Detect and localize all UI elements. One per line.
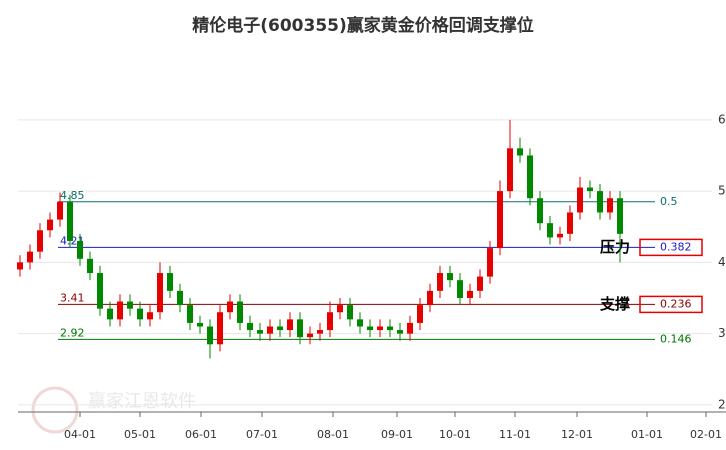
candle-body [437, 273, 443, 291]
watermark-logo [31, 386, 79, 434]
candle-body [547, 223, 553, 238]
candle-body [227, 301, 233, 313]
candle-body [177, 290, 183, 306]
candle-body [617, 198, 623, 234]
candle-body [427, 290, 433, 306]
candle-body [197, 322, 203, 327]
candle-body [567, 212, 573, 234]
candle-body [97, 273, 103, 309]
y-tick-label: 2 [718, 397, 726, 411]
candle-body [87, 258, 93, 274]
level-price: 3.41 [60, 291, 85, 304]
x-tick-label: 08-01 [317, 428, 349, 441]
y-tick-label: 3 [718, 326, 726, 340]
level-price: 4.85 [60, 189, 85, 202]
candle-body [107, 308, 113, 320]
candle-body [447, 273, 453, 281]
candle-body [397, 330, 403, 334]
candle-body [237, 301, 243, 323]
level-ratio: 0.146 [660, 332, 692, 345]
y-tick-label: 4 [718, 255, 726, 269]
candle-body [577, 187, 583, 213]
x-tick-label: 12-01 [561, 428, 593, 441]
candle-body [17, 262, 23, 270]
y-tick-label: 6 [718, 112, 726, 126]
candle-body [337, 305, 343, 313]
candle-body [527, 155, 533, 199]
level-price: 2.92 [60, 326, 85, 339]
candle-body [77, 240, 83, 259]
candle-body [487, 248, 493, 277]
chart-title: 精伦电子(600355)赢家黄金价格回调支撑位 [192, 15, 534, 36]
x-tick-label: 07-01 [246, 428, 278, 441]
candle-body [57, 201, 63, 220]
x-tick-label: 01-01 [631, 428, 663, 441]
candle-body [307, 333, 313, 338]
level-ratio: 0.236 [660, 297, 692, 310]
x-tick-label: 05-01 [124, 428, 156, 441]
candle-body [127, 301, 133, 309]
candle-body [297, 319, 303, 338]
candle-body [187, 305, 193, 323]
candle-body [467, 290, 473, 298]
candle-body [147, 312, 153, 320]
candle-body [497, 191, 503, 249]
x-tick-label: 06-01 [185, 428, 217, 441]
candle-body [507, 148, 513, 192]
watermark: 赢家江恩软件 [88, 390, 196, 412]
candle-body [37, 230, 43, 252]
candle-body [287, 319, 293, 331]
candle-body [157, 273, 163, 313]
level-note: 压力 [600, 238, 630, 256]
candle-body [387, 326, 393, 331]
candle-body [597, 191, 603, 213]
x-tick-label: 02-01 [690, 428, 722, 441]
candle-body [27, 251, 33, 263]
candle-body [257, 330, 263, 334]
candle-body [67, 201, 73, 241]
candle-body [217, 312, 223, 345]
candle-body [207, 326, 213, 345]
y-tick-label: 5 [718, 184, 726, 198]
candle-body [357, 319, 363, 327]
candle-body [477, 276, 483, 291]
candle-body [557, 233, 563, 238]
level-ratio: 0.382 [660, 240, 692, 253]
candle-body [417, 305, 423, 323]
candle-body [537, 198, 543, 224]
level-ratio: 0.5 [660, 195, 678, 208]
candle-body [167, 273, 173, 291]
candle-body [517, 148, 523, 156]
candle-body [407, 322, 413, 334]
candle-body [457, 280, 463, 298]
level-box [639, 295, 703, 314]
candle-body [347, 305, 353, 320]
candle-body [317, 330, 323, 334]
candle-body [247, 322, 253, 331]
level-note: 支撑 [599, 295, 630, 313]
candle-body [277, 326, 283, 331]
x-tick-label: 09-01 [381, 428, 413, 441]
candle-body [117, 301, 123, 320]
candle-body [367, 326, 373, 331]
candle-body [47, 219, 53, 231]
candle-body [327, 312, 333, 331]
x-tick-label: 10-01 [439, 428, 471, 441]
x-tick-label: 04-01 [64, 428, 96, 441]
level-box [639, 238, 703, 257]
candle-body [137, 308, 143, 320]
candle-body [377, 326, 383, 331]
candle-body [267, 326, 273, 334]
candle-body [587, 187, 593, 192]
candle-body [607, 198, 613, 213]
x-tick-label: 11-01 [499, 428, 531, 441]
